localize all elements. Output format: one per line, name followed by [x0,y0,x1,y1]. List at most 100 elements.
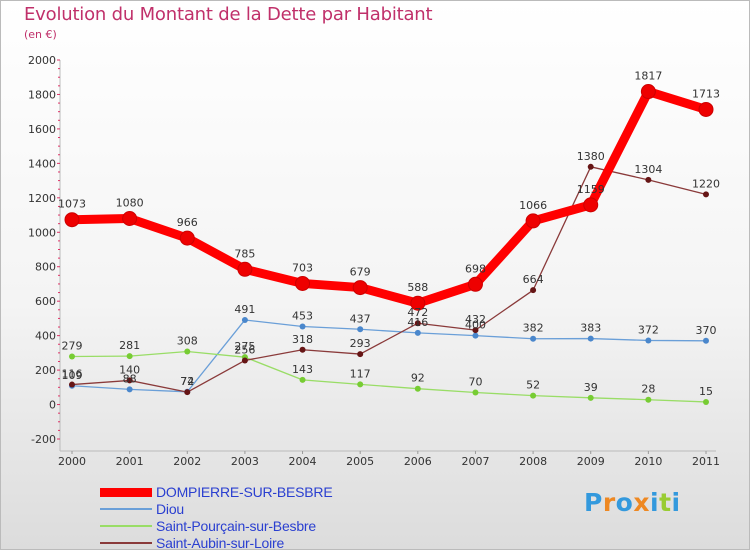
data-label: 1817 [634,70,662,83]
legend-swatch [100,525,152,527]
data-point [126,353,133,360]
data-label: 679 [350,266,371,279]
series-line-1 [71,319,707,393]
data-label: 1304 [634,163,662,176]
data-point [467,276,483,292]
data-label: 372 [638,323,659,336]
data-point [184,348,191,355]
data-point [414,385,421,392]
data-label: 28 [641,383,655,396]
y-tick-label: 0 [49,399,56,412]
y-tick-label: 1000 [28,226,56,239]
data-label: 39 [584,381,598,394]
data-point [299,323,306,330]
data-point [583,197,599,213]
data-point [179,230,195,246]
y-tick-label: -200 [31,433,56,446]
data-label: 432 [465,313,486,326]
line-chart: -200 0 200 400 600 800 1000 1200 1400 1600 1800 200… [28,54,720,468]
x-tick-label: 2002 [173,455,201,468]
y-tick-label: 800 [35,261,56,274]
y-tick-label: 1600 [28,123,56,136]
data-label: 1073 [58,198,86,211]
x-tick-label: 2001 [116,455,144,468]
data-point [587,335,594,342]
data-point [357,351,364,358]
data-label: 1066 [519,199,547,212]
data-point [645,176,652,183]
series-line-3 [71,166,707,393]
data-point [357,381,364,388]
data-label: 370 [696,324,717,337]
data-label: 116 [62,368,83,381]
data-label: 140 [119,363,140,376]
data-point [640,84,656,100]
x-tick-label: 2004 [289,455,317,468]
data-label: 472 [407,306,428,319]
x-tick-label: 2010 [634,455,662,468]
data-point [472,389,479,396]
data-label: 117 [350,367,371,380]
data-point [237,261,253,277]
x-tick-label: 2008 [519,455,547,468]
data-label: 70 [468,375,482,388]
y-tick-label: 600 [35,295,56,308]
data-label: 698 [465,262,486,275]
data-label: 382 [523,322,544,335]
data-point [530,392,537,399]
data-label: 400 [465,319,486,332]
data-label: 1713 [692,87,720,100]
series-line-0 [67,87,711,308]
y-tick-label: 2000 [28,54,56,67]
data-label: 1159 [577,183,605,196]
data-point [126,386,133,393]
data-label: 453 [292,310,313,323]
legend-swatch [100,542,152,544]
data-label: 588 [407,281,428,294]
data-label: 308 [177,334,198,347]
data-point [703,337,709,344]
data-label: 1220 [692,177,720,190]
data-point [352,280,368,296]
data-label: 966 [177,216,198,229]
data-label: 109 [62,369,83,382]
data-label: 74 [180,375,194,388]
data-point [530,335,537,342]
logo-letter: o [615,488,634,517]
logo-letter: i [671,488,681,517]
legend-label: DOMPIERRE-SUR-BESBRE [156,484,333,500]
data-point [184,389,191,396]
data-label: 491 [234,303,255,316]
data-point [122,210,138,226]
series-line-2 [71,350,707,403]
logo-letter: P [584,488,603,517]
data-point [299,376,306,383]
data-point [587,394,594,401]
data-label: 256 [234,343,255,356]
data-point [703,191,709,198]
x-tick-label: 2009 [577,455,605,468]
data-point [645,337,652,344]
data-label: 664 [523,273,544,286]
data-label: 703 [292,261,313,274]
x-tick-label: 2007 [461,455,489,468]
data-point [414,329,421,336]
data-point [295,275,311,291]
legend-label: Diou [156,501,184,517]
data-point [241,316,248,323]
data-label: 279 [62,339,83,352]
data-label: 88 [123,372,137,385]
data-point [69,381,75,388]
data-point [525,213,541,229]
y-tick-label: 1800 [28,88,56,101]
data-label: 92 [411,372,425,385]
legend-label: Saint-Pourçain-sur-Besbre [156,518,316,534]
data-label: 275 [234,340,255,353]
legend-swatch [100,487,152,497]
logo-letter: r [602,488,616,517]
data-label: 437 [350,312,371,325]
logo-letter: x [633,488,650,517]
data-point [698,101,714,117]
data-point [410,295,426,311]
y-tick-label: 1400 [28,157,56,170]
